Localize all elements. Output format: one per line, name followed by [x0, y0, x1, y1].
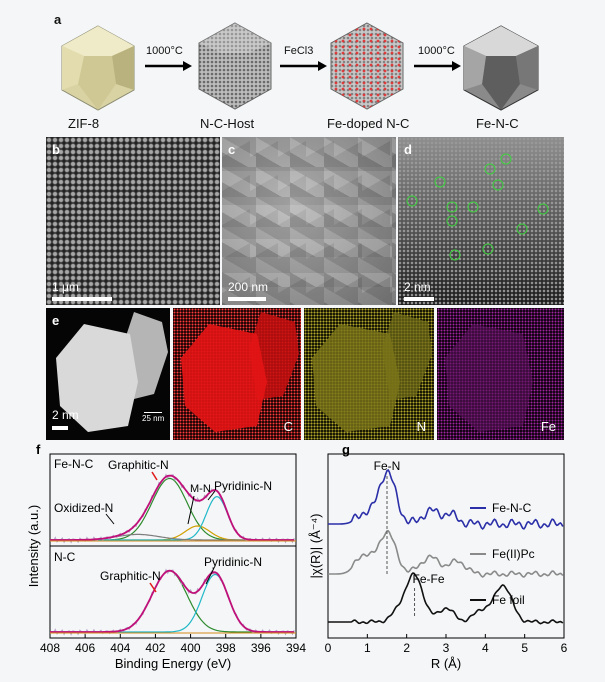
single-atom-markers — [406, 153, 549, 261]
step-3-label: 1000°C — [418, 45, 455, 57]
g-x-tick-label-0: 0 — [325, 641, 332, 655]
g-x-tick-label-2: 2 — [403, 641, 410, 655]
annotation-m-n: M-N — [190, 483, 211, 495]
carbon-map-label: C — [283, 419, 293, 434]
carbon-map-particle — [181, 312, 299, 432]
x-tick-label-4: 400 — [181, 641, 201, 655]
haadf-image-panel-e: e 2 nm 25 nm — [46, 308, 170, 440]
arrow-pyridinic-bottom — [205, 567, 215, 585]
panel-d-scale-label: 2 nm — [404, 280, 431, 294]
iron-map-panel: Fe — [437, 308, 564, 440]
annotation-pyridinic-n-top: Pyridinic-N — [214, 479, 272, 493]
step-1-arrow — [145, 61, 192, 71]
nitrogen-map-particle — [312, 312, 432, 432]
legend-label-2: Fe foil — [492, 593, 525, 607]
annotation-pyridinic-n-bottom: Pyridinic-N — [204, 555, 262, 569]
stage-nc-host-label: N-C-Host — [200, 116, 255, 131]
haadf-image-panel-d: d 2 nm — [398, 137, 564, 305]
panel-e-letter: e — [52, 313, 60, 328]
x-tick-label-0: 408 — [40, 641, 60, 655]
zif8-polyhedron — [61, 25, 135, 111]
subplot-1-name: N-C — [54, 550, 76, 564]
x-axis-label: Binding Energy (eV) — [115, 656, 231, 671]
arrow-pyridinic-top — [207, 490, 216, 501]
series-line-1 — [328, 529, 564, 578]
x-tick-label-5: 398 — [216, 641, 236, 655]
g-x-tick-label-3: 3 — [443, 641, 450, 655]
subplot-0-fit — [50, 474, 295, 541]
legend-label-0: Fe-N-C — [492, 501, 532, 515]
stage-fe-n-c-label: Fe-N-C — [476, 116, 519, 131]
legend-label-1: Fe(II)Pc — [492, 547, 535, 561]
x-tick-label-2: 404 — [110, 641, 130, 655]
nitrogen-map-panel: N — [304, 308, 434, 440]
arrow-graphitic-top — [151, 471, 158, 481]
subplot-1-fit — [50, 569, 295, 633]
stage-fe-doped-label: Fe-doped N-C — [327, 116, 410, 131]
step-1-label: 1000°C — [146, 45, 183, 57]
exafs-chart-panel-g: g 0 1 2 3 4 5 6 R (Å) |χ(R)| (Å⁻⁴) Fe-N-C Fe(II)Pc F… — [308, 442, 568, 671]
x-tick-label-3: 402 — [145, 641, 165, 655]
series-line-0 — [328, 469, 564, 530]
annotation-oxidized-n: Oxidized-N — [54, 501, 113, 515]
y-axis-label: Intensity (a.u.) — [26, 505, 41, 587]
series-line-2 — [328, 572, 564, 625]
panel-e-scale-label-small: 25 nm — [142, 414, 165, 423]
step-2-arrow — [280, 61, 327, 71]
g-x-tick-label-6: 6 — [561, 641, 568, 655]
panel-e-scale-label: 2 nm — [52, 408, 79, 422]
panel-a-letter: a — [54, 12, 62, 27]
panel-b-letter: b — [52, 142, 60, 157]
panel-c-letter: c — [228, 142, 236, 157]
subplot-0-name: Fe-N-C — [54, 457, 94, 471]
panel-g-letter: g — [342, 442, 350, 457]
subplot-1-component-1 — [50, 573, 295, 633]
panel-c-scale-label: 200 nm — [228, 280, 269, 294]
sem-image-panel-b: b 1 μm — [46, 137, 220, 305]
annotation-graphitic-n-bottom: Graphitic-N — [100, 569, 161, 583]
stage-zif8-label: ZIF-8 — [68, 116, 100, 131]
nc-host-polyhedron — [198, 22, 272, 110]
xps-chart-panel-f: f 408 406 404 402 400 398 396 394 Binding Energy … — [26, 442, 306, 671]
iron-map-particle — [445, 324, 533, 432]
panel-f-letter: f — [36, 442, 41, 457]
panel-c-scale-bar — [228, 297, 266, 301]
subplot-1-component-0 — [50, 570, 295, 633]
panel-e-scale-bar-small — [144, 412, 162, 413]
panel-g-frame — [327, 453, 565, 639]
g-x-tick-label-1: 1 — [364, 641, 371, 655]
iron-map-label: Fe — [540, 419, 556, 434]
particle-image — [56, 312, 168, 432]
g-x-axis-label: R (Å) — [431, 656, 461, 671]
carbon-map-panel: C — [173, 308, 301, 440]
g-x-tick-label-4: 4 — [482, 641, 489, 655]
panel-e-scale-bar — [52, 426, 68, 430]
arrow-m-n — [187, 495, 195, 525]
annotation-graphitic-n-top: Graphitic-N — [108, 458, 169, 472]
x-tick-label-1: 406 — [75, 641, 95, 655]
x-tick-label-6: 396 — [251, 641, 271, 655]
panel-d-letter: d — [404, 142, 412, 157]
g-y-axis-label: |χ(R)| (Å⁻⁴) — [308, 513, 323, 578]
step-3-arrow — [414, 61, 461, 71]
nitrogen-map-label: N — [416, 419, 426, 434]
x-tick-label-7: 394 — [286, 641, 306, 655]
panel-b-scale-bar — [52, 297, 112, 301]
fe-n-c-polyhedron — [463, 25, 539, 111]
tem-image-panel-c: c 200 nm — [222, 137, 396, 305]
fe-doped-nc-polyhedron — [330, 22, 404, 110]
annotation-fe-fe: Fe-Fe — [413, 572, 445, 586]
panel-b-scale-label: 1 μm — [52, 280, 79, 294]
g-x-tick-label-5: 5 — [521, 641, 528, 655]
subplot-1-raw — [49, 568, 295, 636]
arrow-oxidized — [105, 513, 115, 525]
arrow-graphitic-bottom — [149, 582, 157, 593]
panel-d-scale-bar — [404, 297, 434, 301]
annotation-fe-n: Fe-N — [374, 459, 401, 473]
step-2-label: FeCl3 — [284, 45, 314, 57]
